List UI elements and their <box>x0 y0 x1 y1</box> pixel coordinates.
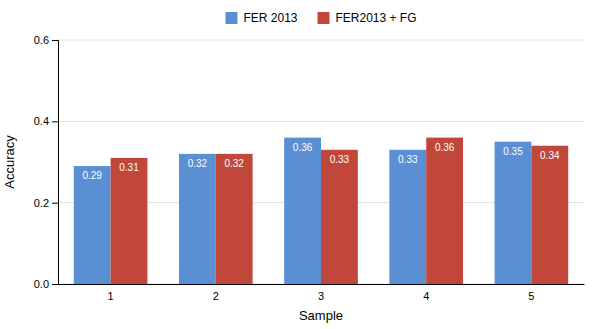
bar <box>111 158 148 284</box>
x-axis: 1 2 3 4 5 <box>59 284 585 302</box>
y-axis-line <box>52 41 59 285</box>
y-tick-mark <box>52 40 58 41</box>
y-tick: 0.6 <box>34 34 58 46</box>
x-tick: 5 <box>528 284 534 302</box>
bar-series <box>74 138 532 284</box>
y-tick-label: 0.6 <box>34 34 49 46</box>
chart: 0.29 0.32 0.36 0.33 0.35 0.31 0.32 0.33 0.36 0.34… <box>0 0 599 329</box>
bar <box>284 138 321 284</box>
x-tick-label: 1 <box>108 290 114 302</box>
y-tick-label: 0.4 <box>34 115 49 127</box>
legend-swatch <box>225 12 237 24</box>
data-label: 0.32 <box>224 158 244 169</box>
y-tick-mark <box>52 203 58 204</box>
y-tick: 0.0 <box>34 278 58 290</box>
data-labels: 0.29 0.32 0.36 0.33 0.35 0.31 0.32 0.33 0.36 0.34 <box>82 142 560 181</box>
bar <box>179 154 216 284</box>
grid-line <box>58 40 584 41</box>
legend-label: FER2013 + FG <box>335 11 416 25</box>
bars <box>74 138 568 284</box>
bar <box>495 142 532 284</box>
data-label: 0.29 <box>82 170 102 181</box>
x-axis-title: Sample <box>299 308 343 323</box>
y-tick-mark <box>52 284 58 285</box>
grid <box>58 40 584 284</box>
legend-label: FER 2013 <box>243 11 297 25</box>
data-label: 0.32 <box>188 158 208 169</box>
bar <box>426 138 463 284</box>
y-tick: 0.4 <box>34 115 58 127</box>
data-label: 0.35 <box>503 146 523 157</box>
y-axis-title: Accuracy <box>2 135 17 189</box>
legend-item: FER 2013 <box>225 11 297 25</box>
plot: 0.29 0.32 0.36 0.33 0.35 0.31 0.32 0.33 0.36 0.34… <box>2 34 585 323</box>
bar <box>531 146 568 284</box>
data-label: 0.31 <box>119 162 139 173</box>
legend: FER 2013 FER2013 + FG <box>225 11 416 25</box>
bar <box>74 166 111 284</box>
data-label: 0.33 <box>398 154 418 165</box>
bar <box>216 154 253 284</box>
data-label: 0.36 <box>435 142 455 153</box>
x-tick-label: 4 <box>423 290 429 302</box>
y-tick-mark <box>52 121 58 122</box>
x-axis-line <box>59 284 585 285</box>
bar <box>389 150 426 284</box>
legend-item: FER2013 + FG <box>317 11 416 25</box>
y-axis: 0.0 0.2 0.4 0.6 <box>34 34 59 290</box>
grid-line <box>58 121 584 122</box>
x-tick-label: 5 <box>528 290 534 302</box>
y-tick-label: 0.0 <box>34 278 49 290</box>
x-tick-label: 2 <box>213 290 219 302</box>
data-label: 0.36 <box>293 142 313 153</box>
y-tick: 0.2 <box>34 197 58 209</box>
x-tick: 3 <box>318 284 324 302</box>
bar-series <box>111 138 569 284</box>
bar <box>321 150 358 284</box>
x-tick: 4 <box>423 284 429 302</box>
data-label: 0.33 <box>330 154 350 165</box>
y-tick-label: 0.2 <box>34 197 49 209</box>
x-tick-label: 3 <box>318 290 324 302</box>
x-tick: 1 <box>108 284 114 302</box>
data-label: 0.34 <box>540 150 560 161</box>
x-tick: 2 <box>213 284 219 302</box>
legend-swatch <box>317 12 329 24</box>
